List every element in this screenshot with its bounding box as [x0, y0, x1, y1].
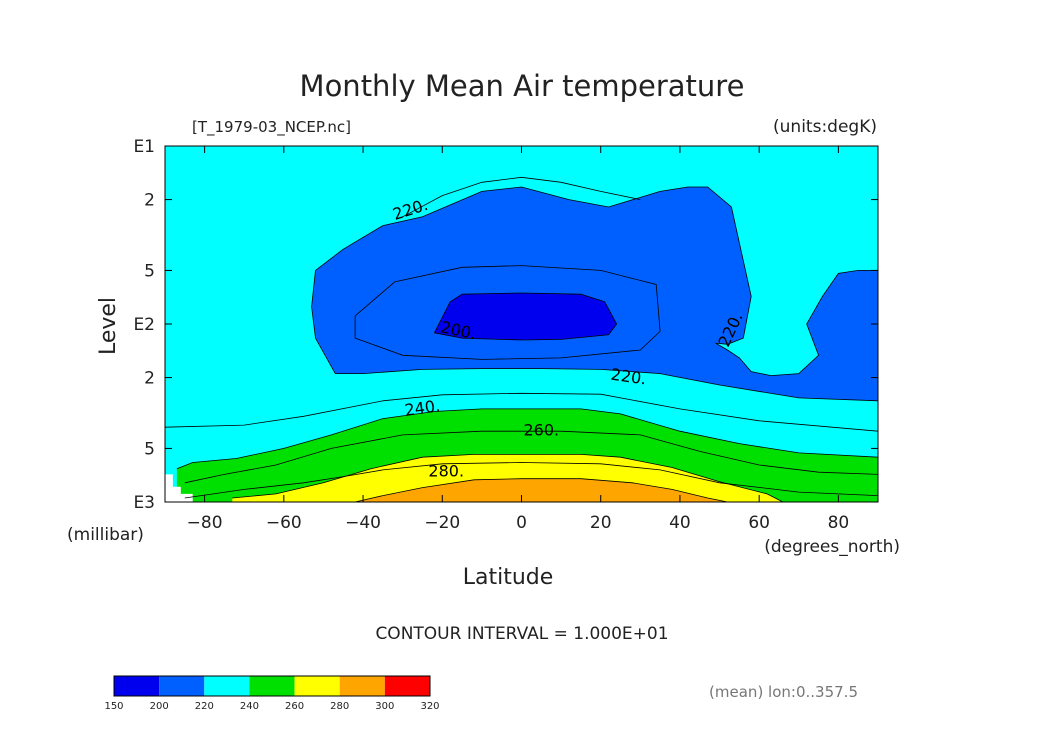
colorbar-swatch-0: [114, 676, 160, 696]
file-label: [T_1979-03_NCEP.nc]: [192, 118, 351, 137]
contour-line-8: [232, 453, 784, 503]
units-label: (units:degK): [773, 117, 877, 137]
axis-ticks: −80 −60 −40 −20 0 20 40 60 80 E1 2 5 E2 2 5 E3: [133, 137, 878, 533]
x-tick-label-8: 80: [828, 513, 850, 533]
x-tick-label-4: 0: [516, 513, 527, 533]
x-tick-label-3: −20: [424, 513, 460, 533]
x-tick-label-7: 60: [748, 513, 770, 533]
y-tick-label-4: 2: [144, 369, 155, 389]
x-tick-label-0: −80: [187, 513, 223, 533]
y-axis-units: (millibar): [67, 525, 144, 545]
contour-line-7: [184, 430, 879, 484]
contour-label-5: 260.: [523, 421, 559, 440]
contour-interval-note: CONTOUR INTERVAL = 1.000E+01: [375, 624, 668, 644]
filled-contours: [165, 146, 879, 502]
y-axis-title: Level: [96, 297, 121, 355]
x-axis-title: Latitude: [463, 565, 554, 590]
contour-label-6: 280.: [428, 462, 464, 481]
contour-label-4: 240.: [403, 396, 441, 420]
colorbar-label-1: 200: [150, 701, 169, 712]
y-tick-label-6: E3: [133, 493, 155, 513]
colorbar-swatch-4: [294, 676, 340, 696]
contour-region-2: [311, 187, 879, 401]
chart-title: Monthly Mean Air temperature: [300, 69, 745, 103]
contour-region-5: [434, 293, 617, 340]
colorbar-label-0: 150: [104, 701, 123, 712]
contour-line-9: [355, 478, 728, 503]
contour-line-3: [354, 265, 661, 360]
y-tick-label-0: E1: [133, 137, 155, 157]
colorbar-frame: [113, 675, 431, 697]
footer-note: (mean) lon:0..357.5: [709, 683, 858, 701]
y-tick-label-1: 2: [144, 191, 155, 211]
contour-region-6: [165, 474, 193, 502]
colorbar-label-6: 300: [375, 701, 394, 712]
contour-line-6: [176, 408, 879, 470]
x-tick-label-1: −60: [266, 513, 302, 533]
y-tick-label-5: 5: [144, 439, 155, 459]
colorbar-label-5: 280: [330, 701, 349, 712]
y-tick-label-2: 5: [144, 261, 155, 281]
x-tick-label-6: 40: [669, 513, 691, 533]
x-tick-label-2: −40: [345, 513, 381, 533]
colorbar-swatch-5: [339, 676, 385, 696]
colorbar-swatch-2: [204, 676, 250, 696]
contour-line-1: [315, 186, 878, 377]
contour-line-0: [402, 176, 641, 218]
contour-line-2: [311, 270, 879, 402]
contour-line-10: [184, 462, 879, 499]
contour-lines: [164, 176, 879, 503]
colorbar-label-4: 260: [285, 701, 304, 712]
contour-label-3: 220.: [610, 365, 648, 389]
contour-line-4: [434, 292, 618, 341]
colorbar-swatch-6: [384, 676, 430, 696]
x-axis-units: (degrees_north): [764, 537, 900, 557]
colorbar: 150 200 220 240 260 280 300 320: [104, 675, 440, 712]
contour-region-4: [355, 478, 728, 502]
colorbar-label-3: 240: [240, 701, 259, 712]
colorbar-label-7: 320: [420, 701, 439, 712]
contour-line-5: [164, 392, 879, 432]
y-tick-label-3: E2: [133, 315, 155, 335]
colorbar-label-2: 220: [195, 701, 214, 712]
colorbar-swatch-1: [159, 676, 205, 696]
colorbar-swatch-3: [249, 676, 295, 696]
x-tick-label-5: 20: [590, 513, 612, 533]
